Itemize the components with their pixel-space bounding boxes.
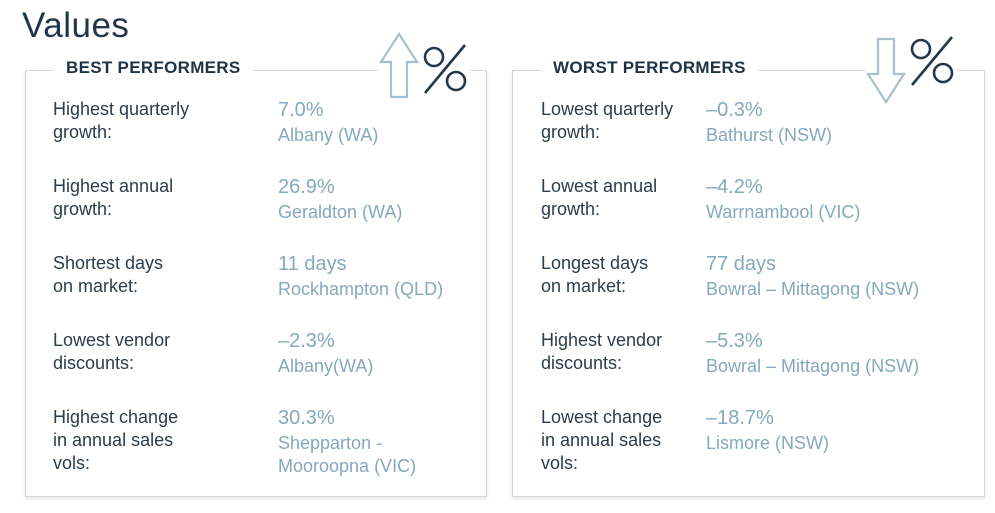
stat-row: Lowest vendor discounts: –2.3% Albany(WA… — [26, 329, 486, 378]
best-performers-title: BEST PERFORMERS — [54, 58, 253, 78]
stat-row: Highest change in annual sales vols: 30.… — [26, 406, 486, 478]
stat-label: Lowest change in annual sales vols: — [541, 407, 663, 473]
stat-value: –2.3% — [278, 330, 335, 352]
best-performers-rows: Highest quarterly growth: 7.0% Albany (W… — [26, 71, 486, 478]
stat-value: 11 days — [278, 253, 347, 275]
stat-label: Longest days on market: — [541, 253, 649, 296]
stat-value-block: 77 days Bowral – Mittagong (NSW) — [706, 252, 984, 301]
stat-row: Longest days on market: 77 days Bowral –… — [513, 252, 984, 301]
stat-location: Albany(WA) — [278, 356, 374, 376]
stat-value: –18.7% — [706, 407, 774, 429]
stat-value-block: –4.2% Warrnambool (VIC) — [706, 175, 984, 224]
stat-location: Geraldton (WA) — [278, 202, 403, 222]
stat-label: Lowest annual growth: — [541, 176, 658, 219]
page-title: Values — [22, 6, 130, 45]
stat-value-block: –2.3% Albany(WA) — [278, 329, 486, 378]
stat-location: Albany (WA) — [278, 125, 379, 145]
worst-performers-panel: WORST PERFORMERS Lowest quarterly growth… — [512, 31, 985, 497]
stat-label: Highest quarterly growth: — [53, 99, 190, 142]
stat-value: –4.2% — [706, 176, 763, 198]
stat-value: –0.3% — [706, 99, 763, 121]
stat-location: Bowral – Mittagong (NSW) — [706, 279, 920, 299]
stat-label: Highest vendor discounts: — [541, 330, 663, 373]
worst-performers-rows: Lowest quarterly growth: –0.3% Bathurst … — [513, 71, 984, 475]
stat-value-block: 11 days Rockhampton (QLD) — [278, 252, 486, 301]
stat-location: Bowral – Mittagong (NSW) — [706, 356, 920, 376]
stat-row: Lowest change in annual sales vols: –18.… — [513, 406, 984, 475]
stat-location: Bathurst (NSW) — [706, 125, 833, 145]
worst-performers-title: WORST PERFORMERS — [541, 58, 758, 78]
stat-value-block: –5.3% Bowral – Mittagong (NSW) — [706, 329, 984, 378]
stat-row: Lowest quarterly growth: –0.3% Bathurst … — [513, 98, 984, 147]
stat-label: Lowest vendor discounts: — [53, 330, 171, 373]
stat-label: Highest change in annual sales vols: — [53, 407, 179, 473]
stat-row: Highest annual growth: 26.9% Geraldton (… — [26, 175, 486, 224]
stat-value: 77 days — [706, 253, 777, 275]
stat-value-block: –0.3% Bathurst (NSW) — [706, 98, 984, 147]
stat-label: Highest annual growth: — [53, 176, 174, 219]
best-performers-panel: BEST PERFORMERS Highest quarterly growth… — [25, 31, 487, 497]
stat-value: 7.0% — [278, 99, 324, 121]
stat-value-block: 26.9% Geraldton (WA) — [278, 175, 486, 224]
stat-location: Warrnambool (VIC) — [706, 202, 861, 222]
stat-row: Lowest annual growth: –4.2% Warrnambool … — [513, 175, 984, 224]
stat-row: Highest vendor discounts: –5.3% Bowral –… — [513, 329, 984, 378]
stat-location: Lismore (NSW) — [706, 433, 830, 453]
up-arrow-percent-icon — [378, 31, 470, 105]
down-arrow-percent-icon — [865, 31, 957, 105]
stat-label: Shortest days on market: — [53, 253, 164, 296]
stat-row: Shortest days on market: 11 days Rockham… — [26, 252, 486, 301]
stat-location: Shepparton - Mooroopna (VIC) — [278, 433, 417, 476]
stat-value: –5.3% — [706, 330, 763, 352]
stat-value: 30.3% — [278, 407, 335, 429]
stat-value: 26.9% — [278, 176, 335, 198]
stat-row: Highest quarterly growth: 7.0% Albany (W… — [26, 98, 486, 147]
stat-location: Rockhampton (QLD) — [278, 279, 444, 299]
stat-value-block: –18.7% Lismore (NSW) — [706, 406, 984, 455]
stat-value-block: 30.3% Shepparton - Mooroopna (VIC) — [278, 406, 486, 478]
stat-label: Lowest quarterly growth: — [541, 99, 674, 142]
stat-value-block: 7.0% Albany (WA) — [278, 98, 486, 147]
